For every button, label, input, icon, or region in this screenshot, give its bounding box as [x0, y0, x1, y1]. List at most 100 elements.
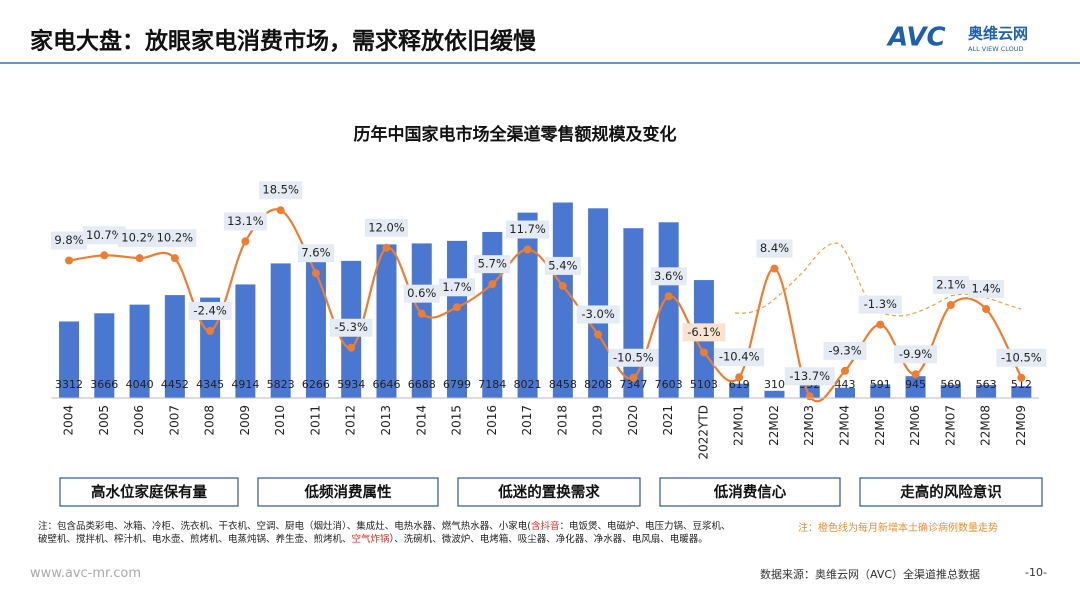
growth-dot: [100, 251, 109, 260]
growth-label: 10.7%: [86, 228, 123, 242]
x-tick-label: 22M02: [767, 405, 781, 446]
label-box: [996, 348, 1047, 367]
bar-value-label: 3312: [55, 378, 83, 391]
page-number: -10-: [1025, 566, 1047, 579]
x-tick-label: 22M07: [943, 405, 957, 446]
bar: [59, 321, 80, 398]
growth-dot: [276, 206, 285, 215]
growth-dot: [488, 280, 497, 289]
label-box: [474, 255, 511, 274]
growth-dot: [699, 348, 708, 357]
label-box: [650, 267, 687, 286]
factor-box: [859, 477, 1043, 507]
x-tick-label: 2009: [238, 405, 252, 436]
x-tick-label: 2014: [414, 405, 428, 436]
bar-value-label: 5823: [267, 378, 295, 391]
note-highlight: 空气炸锅: [351, 534, 390, 545]
label-box: [153, 229, 197, 248]
bar: [517, 212, 538, 398]
growth-label: -6.1%: [687, 325, 720, 339]
bar: [411, 243, 432, 398]
x-tick-label: 22M06: [908, 405, 922, 446]
growth-dot: [664, 292, 673, 301]
growth-label: 2.1%: [936, 277, 965, 291]
label-box: [188, 301, 232, 320]
label-box: [756, 239, 793, 258]
bar-value-label: 7347: [619, 378, 647, 391]
growth-dot: [735, 373, 744, 382]
note-text: ）、洗碗机、微波炉、电烤箱、吸尘器、净化器、净水器、电风扇、电暖器。: [389, 534, 708, 545]
bar: [588, 208, 609, 398]
logo-mark: AVC: [886, 23, 946, 53]
x-tick-label: 2008: [203, 405, 217, 436]
label-box: [968, 280, 1005, 299]
bar: [94, 313, 115, 398]
x-tick-label: 2012: [344, 405, 358, 436]
growth-label: 7.6%: [301, 246, 330, 260]
x-tick-label: 2013: [379, 405, 393, 436]
x-tick-label: 2017: [520, 405, 534, 436]
right-note: 注：橙色线为每月新增本土确诊病例数量走势: [798, 523, 998, 534]
growth-dot: [311, 269, 320, 278]
bar-value-label: 6266: [302, 378, 330, 391]
growth-label: -9.9%: [899, 347, 932, 361]
growth-label: 12.0%: [368, 220, 405, 234]
label-box: [576, 305, 620, 324]
growth-label: 11.7%: [509, 222, 546, 236]
bar: [164, 295, 185, 398]
label-box: [682, 323, 726, 342]
bar-value-label: 4914: [231, 378, 259, 391]
note-text: ：电饭煲、电磁炉、电压力锅、豆浆机、破壁机、搅拌机、榨汁机、电水壶、煎烤机、电蒸…: [38, 521, 731, 545]
bar: [447, 240, 468, 398]
bar: [870, 384, 891, 398]
logo-en: ALL VIEW CLOUD: [968, 45, 1024, 53]
x-tick-label: 22M03: [802, 405, 816, 446]
bar-value-label: 6688: [408, 378, 436, 391]
label-box: [823, 341, 867, 360]
factor-label: 高水位家庭保有量: [91, 483, 207, 501]
x-tick-label: 2022YTD: [696, 405, 710, 459]
bar: [658, 222, 679, 398]
growth-label: -13.7%: [789, 369, 830, 383]
growth-label: -5.3%: [335, 320, 368, 334]
bar: [376, 244, 397, 398]
label-box: [858, 295, 902, 314]
growth-label: 10.2%: [157, 231, 194, 245]
bar: [200, 297, 221, 398]
label-box: [297, 244, 334, 263]
x-tick-label: 2015: [450, 405, 464, 436]
case-trend: [734, 242, 1022, 317]
note-text: 注：包含品类彩电、冰箱、冷柜、洗衣机、干衣机、空调、厨电（烟灶消）、集成灶、电热…: [38, 521, 531, 532]
label-box: [403, 284, 440, 303]
bar: [305, 253, 326, 398]
bar: [623, 228, 644, 398]
factor-box: [457, 477, 641, 507]
growth-label: 8.4%: [760, 241, 789, 255]
growth-dot: [946, 300, 955, 309]
bar-value-label: 945: [905, 378, 926, 391]
bar: [976, 384, 997, 398]
label-box: [259, 181, 303, 200]
x-tick-label: 2004: [62, 405, 76, 436]
bar: [235, 284, 256, 398]
x-tick-label: 22M05: [873, 405, 887, 446]
label-box: [329, 318, 373, 337]
growth-dot: [911, 370, 920, 379]
x-tick-label: 22M01: [732, 405, 746, 446]
bar-value-label: 6799: [443, 378, 471, 391]
x-tick-label: 2011: [308, 405, 322, 436]
growth-dot: [841, 366, 850, 375]
x-tick-label: 2020: [626, 405, 640, 436]
x-tick-label: 2019: [591, 405, 605, 436]
growth-label: 9.8%: [54, 233, 83, 247]
factor-box: [659, 477, 841, 507]
bar-value-label: 4040: [126, 378, 154, 391]
bar: [1011, 386, 1032, 398]
bar: [905, 376, 926, 398]
x-tick-label: 2006: [132, 405, 146, 436]
x-tick-label: 2018: [555, 405, 569, 436]
growth-dot: [594, 330, 603, 339]
bar: [764, 390, 785, 398]
